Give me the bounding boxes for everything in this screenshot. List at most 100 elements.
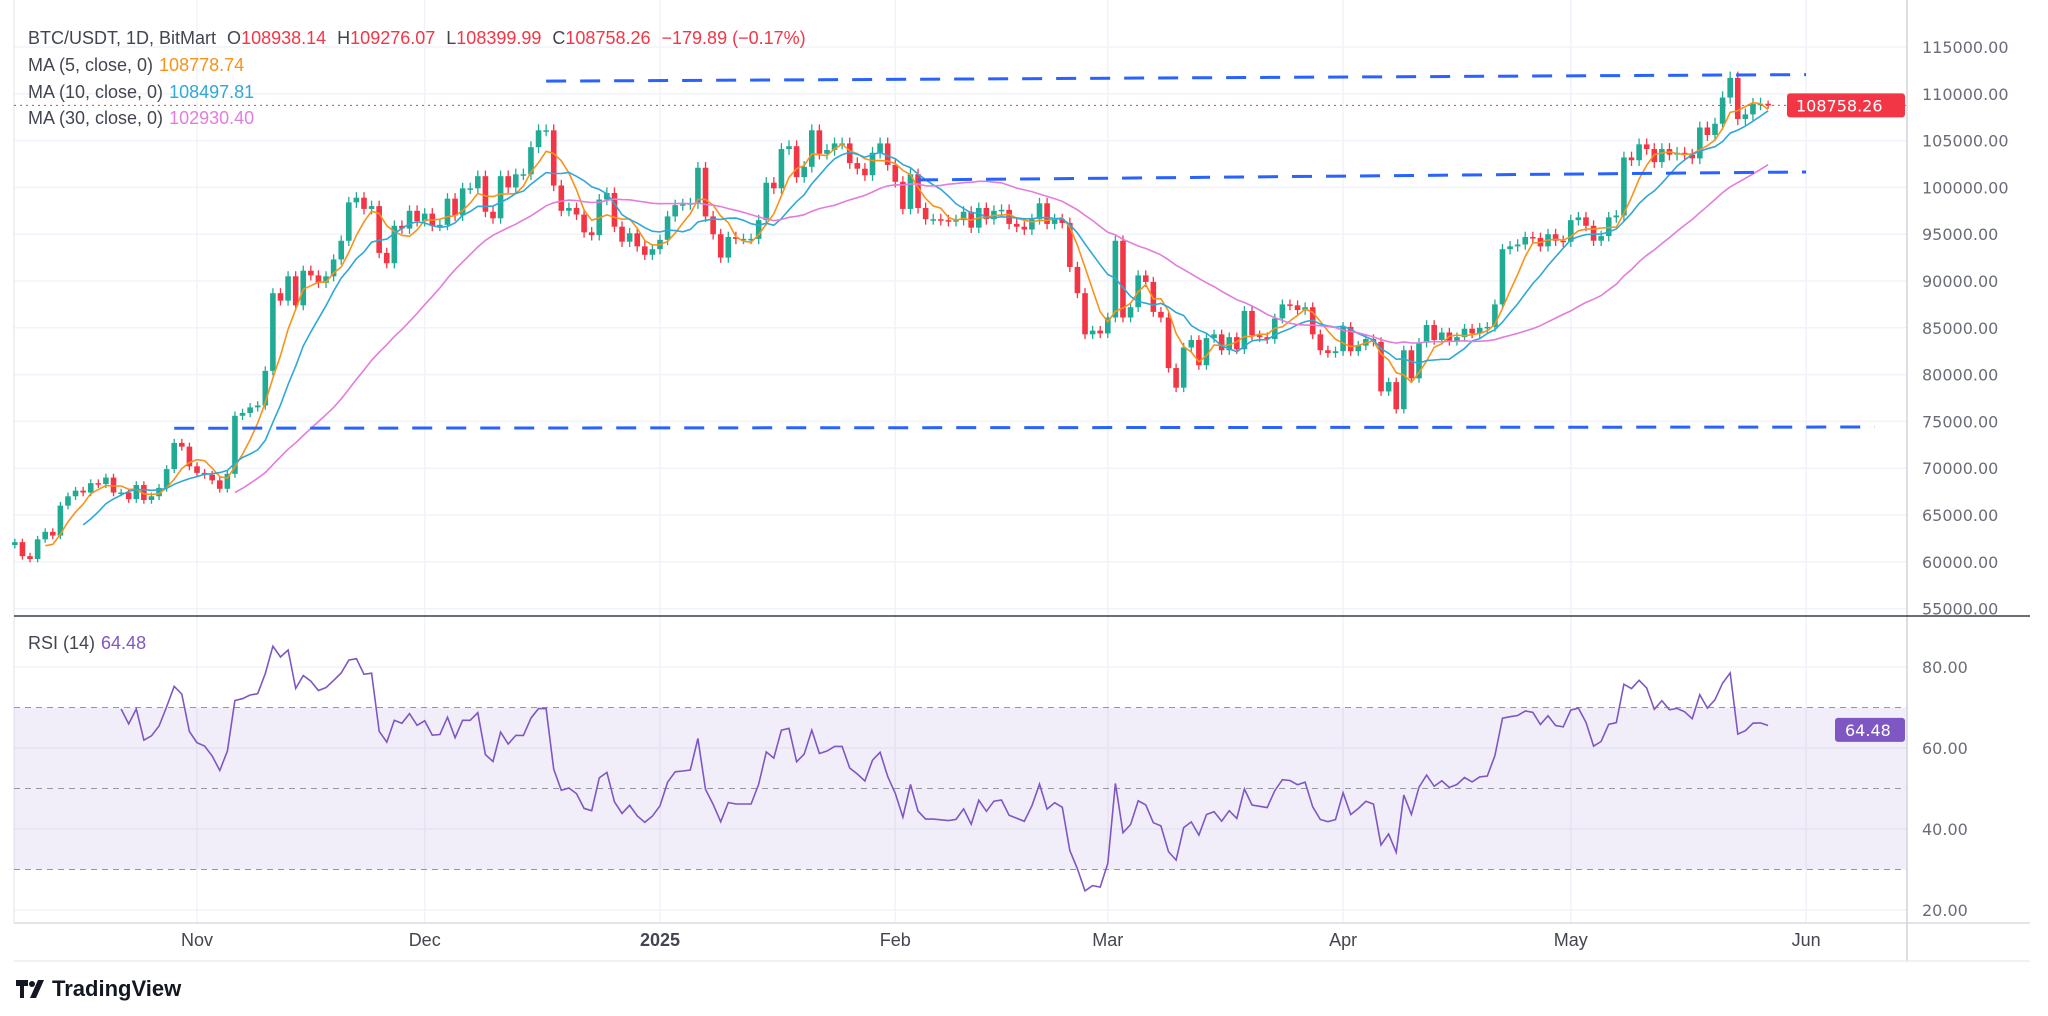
rsi-tick-label: 60.00 — [1922, 739, 1968, 758]
candle — [1385, 382, 1392, 392]
candle — [285, 276, 291, 301]
candle — [1734, 77, 1741, 120]
rsi-label: RSI (14) — [28, 633, 96, 653]
candle — [1256, 335, 1263, 338]
candle — [414, 210, 420, 222]
candle — [49, 531, 56, 536]
price-tick-label: 100000.00 — [1922, 178, 2009, 197]
candle — [1438, 332, 1445, 340]
time-tick-label: Dec — [409, 930, 441, 950]
time-tick-label: 2025 — [640, 930, 680, 950]
ma5-legend[interactable]: MA (5, close, 0) 108778.74 — [28, 55, 250, 76]
candle — [528, 147, 534, 175]
price-tick-label: 85000.00 — [1922, 319, 1998, 338]
candle — [611, 193, 618, 227]
open-label: O — [227, 28, 242, 48]
high-label: H — [337, 28, 351, 48]
candle — [1613, 215, 1620, 218]
candle — [1431, 324, 1437, 340]
ma30-value: 102930.40 — [169, 108, 255, 128]
candle — [1294, 305, 1301, 311]
candle — [930, 219, 937, 221]
candle — [1226, 337, 1233, 351]
candle — [42, 531, 48, 540]
candle — [953, 220, 959, 222]
candle — [1082, 293, 1088, 335]
tradingview-logo[interactable]: TradingView — [16, 976, 181, 1002]
candle — [1704, 127, 1711, 135]
candle — [1408, 350, 1415, 379]
candle — [1416, 342, 1422, 379]
candle — [247, 407, 253, 413]
ma30-legend[interactable]: MA (30, close, 0) 102930.40 — [28, 108, 260, 129]
candle — [148, 496, 155, 501]
candle — [1158, 311, 1164, 318]
time-tick-label: Mar — [1092, 930, 1123, 950]
candle — [1120, 240, 1126, 318]
candle — [1067, 222, 1073, 267]
candle — [1750, 104, 1756, 115]
candle — [763, 182, 770, 221]
candle — [1211, 334, 1217, 339]
candle — [1378, 341, 1384, 392]
candle — [710, 216, 716, 235]
trendline — [174, 425, 1875, 430]
candle — [755, 220, 762, 239]
symbol-legend: BTC/USDT, 1D, BitMart O108938.14 H109276… — [28, 28, 812, 49]
candle — [915, 174, 921, 208]
price-tick-label: 60000.00 — [1922, 553, 1998, 572]
candle — [854, 163, 861, 169]
candle — [983, 207, 990, 220]
candle — [1234, 337, 1240, 350]
candle — [550, 130, 557, 186]
candle — [748, 238, 754, 241]
candle — [634, 233, 641, 247]
candle — [1401, 350, 1407, 410]
price-tick-label: 110000.00 — [1922, 85, 2009, 104]
ohlc-close: C108758.26 — [552, 28, 650, 48]
candle — [1492, 304, 1498, 327]
candle — [664, 216, 671, 240]
ma10-legend[interactable]: MA (10, close, 0) 108497.81 — [28, 82, 260, 103]
candle — [1643, 144, 1650, 150]
candle — [824, 149, 830, 154]
candle — [642, 246, 648, 255]
candle — [368, 206, 375, 209]
candle — [649, 249, 656, 255]
candle — [1719, 97, 1726, 124]
time-tick-label: Feb — [880, 930, 911, 950]
candle — [1742, 114, 1749, 120]
ma10-label: MA (10, close, 0) — [28, 82, 164, 102]
candle — [216, 480, 223, 489]
candle — [1514, 244, 1521, 247]
low-label: L — [446, 28, 457, 48]
candle — [1029, 219, 1035, 230]
price-tick-label: 75000.00 — [1922, 412, 1998, 431]
candle — [1150, 281, 1157, 312]
candle — [141, 485, 147, 501]
time-tick-label: Jun — [1792, 930, 1821, 950]
candle — [1279, 304, 1286, 319]
candle — [1097, 330, 1104, 334]
candle — [1393, 382, 1400, 410]
ohlc-open: O108938.14 — [227, 28, 326, 48]
candle — [80, 490, 86, 493]
candle — [945, 220, 952, 222]
brand-name: TradingView — [52, 976, 182, 1001]
candle — [376, 206, 382, 253]
rsi-legend[interactable]: RSI (14) 64.48 — [28, 633, 152, 654]
candle — [232, 415, 238, 474]
candle — [1013, 223, 1020, 227]
price-tick-label: 70000.00 — [1922, 459, 1998, 478]
candle — [338, 240, 345, 260]
candle — [163, 469, 170, 488]
rsi-value-tag-label: 64.48 — [1845, 721, 1891, 740]
candle — [1461, 328, 1468, 338]
candle — [1142, 275, 1149, 282]
candle — [437, 224, 443, 227]
price-tick-label: 65000.00 — [1922, 506, 1998, 525]
candle — [224, 473, 231, 489]
candle — [399, 225, 405, 229]
close-value: 108758.26 — [565, 28, 651, 48]
